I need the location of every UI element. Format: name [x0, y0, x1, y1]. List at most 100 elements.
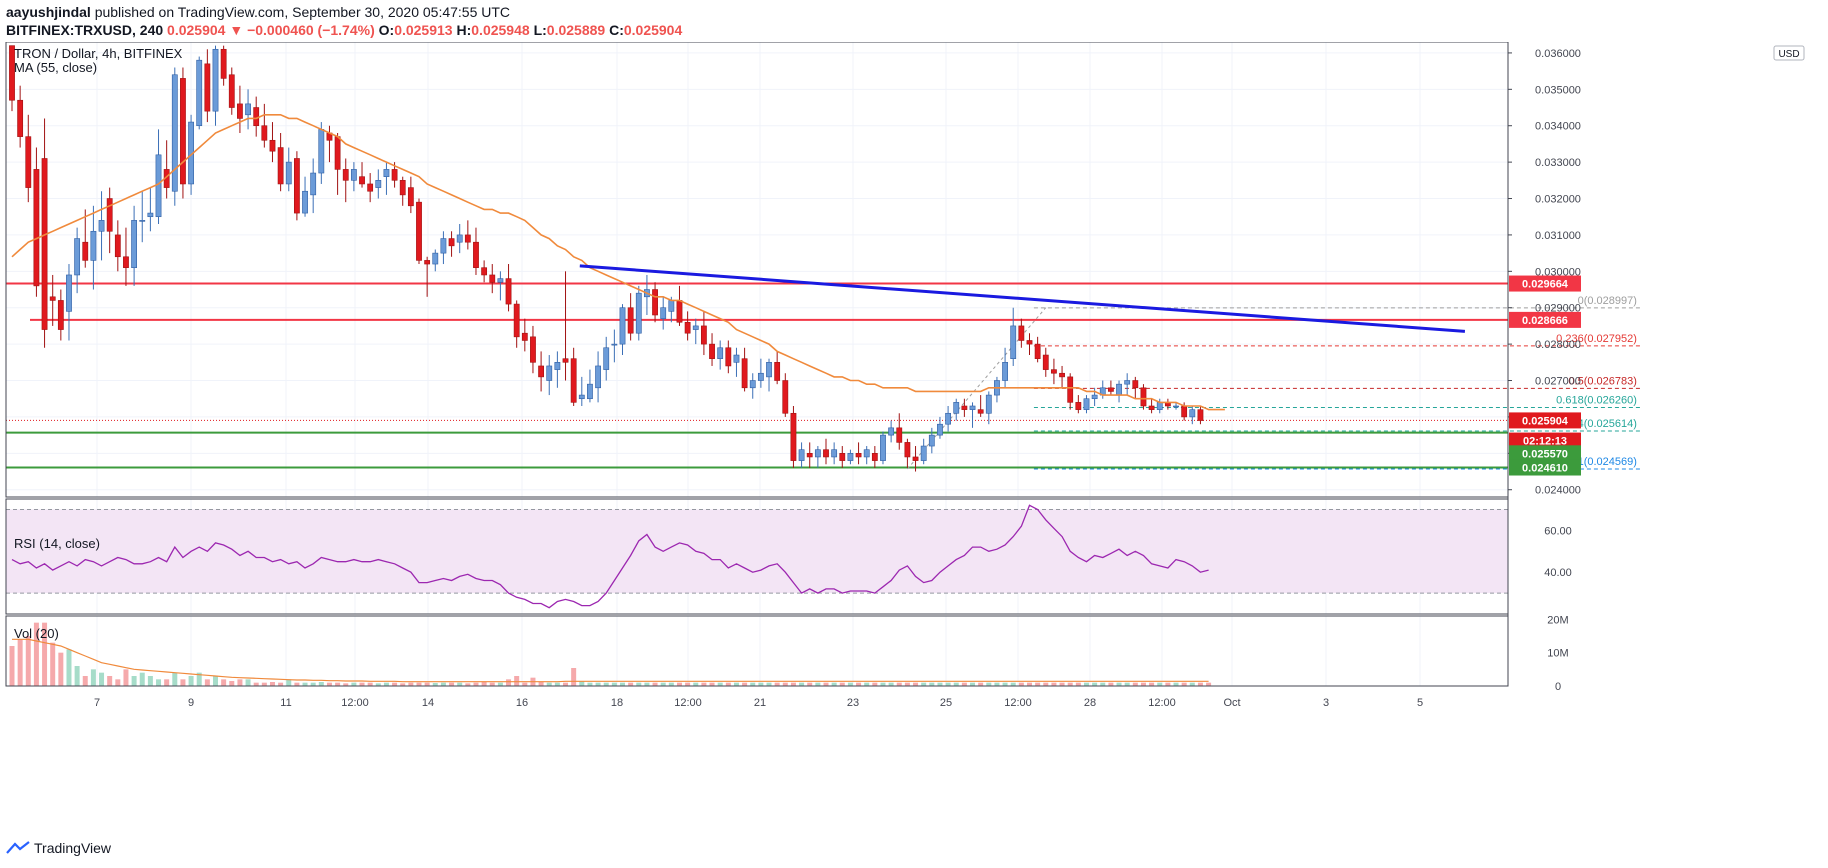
volume-bar [147, 676, 153, 686]
volume-bar [229, 681, 235, 686]
volume-bar [115, 679, 121, 686]
time-tick-label: 28 [1084, 697, 1096, 709]
price-tick-label: 0.028000 [1535, 339, 1581, 351]
volume-bar [904, 682, 910, 686]
volume-bar [660, 682, 666, 686]
candle-down [1181, 405, 1188, 418]
volume-bar [375, 683, 381, 686]
candle-down [448, 238, 455, 247]
candle-down [806, 453, 813, 458]
candle-up [285, 161, 292, 185]
volume-tick-label: 0 [1555, 681, 1561, 693]
brand-name[interactable]: TradingView [34, 840, 112, 856]
volume-bar [628, 682, 634, 686]
rsi-pane [6, 504, 1508, 609]
volume-bar [1157, 682, 1163, 686]
candle-down [464, 234, 471, 243]
volume-bar [82, 676, 88, 686]
candle-up [953, 402, 960, 414]
volume-bar [620, 682, 625, 686]
volume-bar [636, 682, 642, 686]
time-axis[interactable]: 7 9 11 12:00 14 16 18 12:00 21 23 25 12:00 28 12:00 Oc… [94, 697, 1423, 709]
volume-ma-line [12, 638, 1209, 683]
volume-bar [351, 682, 357, 686]
volume-bar [1173, 682, 1179, 686]
bearish-trend-line[interactable] [579, 264, 1466, 333]
volume-bar [571, 668, 577, 686]
candle-down [25, 136, 32, 188]
candles [9, 45, 1204, 472]
candle-up [98, 220, 105, 232]
candle-up [798, 449, 805, 461]
volume-bar [269, 682, 275, 686]
candle-up [880, 434, 886, 461]
candle-down [1148, 405, 1155, 410]
volume-bar [506, 679, 512, 686]
candle-up [432, 252, 439, 265]
candle-down [676, 300, 683, 323]
volume-bar [1043, 682, 1049, 686]
candle-down [1067, 376, 1074, 403]
low-label: L: [533, 22, 547, 38]
candle-down [17, 99, 24, 137]
price-tick-label: 0.034000 [1535, 121, 1581, 133]
candle-up [456, 234, 463, 243]
candle-up [196, 59, 203, 127]
volume-bar [432, 683, 438, 686]
low-value: 0.025889 [546, 22, 606, 38]
volume-bar [831, 682, 837, 686]
candle-down [912, 456, 919, 461]
symbol-line: BITFINEX:TRXUSD, 240 0.025904 ▼ −0.00046… [6, 22, 682, 38]
volume-tick-label: 20M [1547, 614, 1568, 626]
time-tick-label: 23 [847, 697, 859, 709]
candle-down [855, 453, 862, 458]
volume-bar [1027, 682, 1032, 686]
candle-down [709, 343, 715, 359]
volume-bar [156, 679, 162, 686]
volume-bar [913, 682, 919, 686]
candle-up [375, 180, 382, 188]
volume-bar [595, 682, 601, 686]
volume-bar [961, 682, 967, 686]
volume-bar [750, 682, 756, 686]
rsi-tick-label: 60.00 [1544, 525, 1572, 537]
chart-header: aayushjindal published on TradingView.co… [0, 0, 1828, 42]
candle-down [513, 303, 520, 338]
volume-bar [847, 682, 853, 686]
candle-down [521, 332, 528, 341]
symbol-name[interactable]: BITFINEX:TRXUSD, 240 [6, 22, 164, 38]
author-name[interactable]: aayushjindal [6, 4, 91, 20]
volume-bar [563, 682, 569, 686]
price-tick-label: 0.036000 [1535, 48, 1581, 60]
price-chart[interactable]: 0(0.028997)0.236(0.027952)0.5(0.026783)0… [0, 42, 1828, 837]
time-tick-label: Oct [1223, 697, 1240, 709]
volume-bar [245, 679, 251, 686]
candle-down [473, 241, 479, 268]
volume-bar [481, 682, 487, 686]
currency-badge[interactable] [1773, 45, 1805, 61]
volume-bar [725, 682, 731, 686]
candle-up [578, 394, 585, 400]
volume-bar [465, 683, 471, 686]
candle-down [82, 241, 89, 261]
candle-up [1124, 380, 1131, 385]
volume-bar [994, 682, 1000, 686]
volume-bar [790, 682, 796, 686]
close-label: C: [609, 22, 624, 38]
candle-up [1002, 362, 1008, 381]
candle-down [407, 187, 414, 207]
candle-down [220, 48, 227, 79]
candle-down [180, 78, 186, 185]
volume-bar [196, 672, 202, 686]
volume-bar [929, 682, 935, 686]
volume-bar [945, 682, 951, 686]
candle-up [937, 423, 943, 436]
candle-down [1132, 380, 1139, 389]
volume-bar [473, 682, 479, 686]
candle-down [904, 442, 911, 458]
volume-bar [742, 682, 748, 686]
candle-down [652, 289, 658, 316]
candle-up [717, 347, 724, 359]
volume-bar [1140, 682, 1146, 686]
price-tick-label: 0.032000 [1535, 194, 1581, 206]
